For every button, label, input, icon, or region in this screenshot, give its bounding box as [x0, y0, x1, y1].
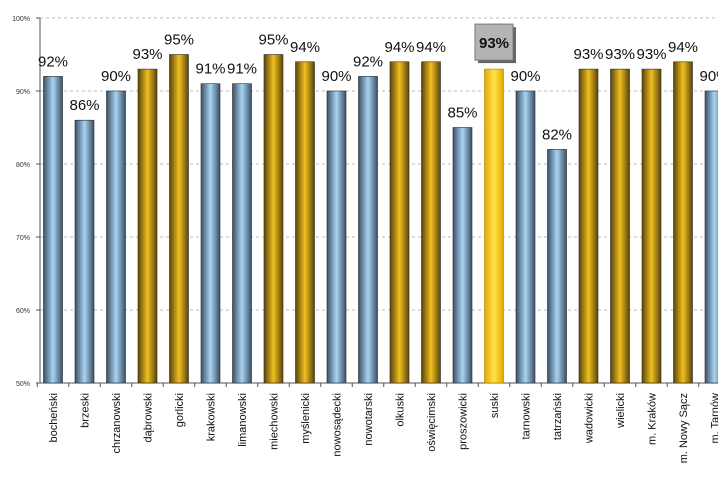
- data-label-12: 94%: [416, 39, 446, 56]
- category-label-14: suski: [489, 393, 501, 418]
- category-label-10: nowotarski: [363, 393, 375, 446]
- category-label-1: brzeski: [80, 393, 92, 428]
- category-label-8: myślenicki: [300, 393, 312, 444]
- category-label-5: krakowski: [206, 393, 218, 441]
- data-label-21: 90%: [699, 68, 718, 85]
- bar-5: [200, 83, 221, 384]
- category-label-20: m. Nowy Sącz: [678, 393, 690, 463]
- category-label-17: wadowicki: [584, 393, 596, 444]
- bar-2: [106, 90, 126, 384]
- bar-18: [610, 68, 630, 384]
- bar-8: [295, 61, 315, 384]
- y-tick-label: 80%: [16, 162, 30, 169]
- category-label-16: tatrzański: [552, 393, 564, 440]
- category-label-18: wielicki: [615, 393, 627, 429]
- category-label-12: oświęcimski: [426, 393, 438, 452]
- data-label-13: 85%: [447, 105, 477, 122]
- category-label-11: olkuski: [395, 393, 407, 427]
- bar-16: [547, 149, 567, 384]
- y-tick-label: 90%: [16, 89, 30, 96]
- highlight-label-box: [474, 23, 514, 61]
- data-label-7: 95%: [258, 32, 288, 49]
- data-label-2: 90%: [101, 68, 131, 85]
- bar-14: [484, 68, 504, 384]
- data-label-8: 94%: [290, 39, 320, 56]
- y-tick-label: 100%: [12, 16, 30, 23]
- category-label-4: gorlicki: [174, 393, 186, 427]
- gridlines: [40, 17, 718, 311]
- bar-12: [421, 61, 441, 384]
- category-label-13: proszowicki: [458, 393, 470, 450]
- bar-3: [137, 68, 158, 384]
- bar-7: [263, 54, 284, 384]
- y-tick-label: 70%: [16, 235, 30, 242]
- category-label-0: bocheński: [48, 393, 60, 443]
- data-label-5: 91%: [195, 61, 225, 78]
- bar-17: [578, 68, 599, 384]
- category-label-15: tarnowski: [521, 393, 533, 439]
- data-label-6: 91%: [227, 61, 257, 78]
- bar-4: [169, 54, 189, 384]
- bar-9: [326, 90, 347, 384]
- bar-1: [74, 119, 95, 384]
- bars: [43, 54, 718, 384]
- bar-0: [43, 76, 63, 384]
- data-label-14: 93%: [479, 35, 509, 52]
- category-label-21: m. Tarnów: [710, 393, 718, 444]
- bar-19: [641, 68, 662, 384]
- category-label-19: m. Kraków: [647, 393, 659, 445]
- data-label-4: 95%: [164, 32, 194, 49]
- data-label-0: 92%: [38, 53, 68, 70]
- category-label-9: nowosądecki: [332, 393, 344, 457]
- bar-11: [389, 61, 410, 384]
- bar-21: [704, 90, 718, 384]
- category-label-3: dąbrowski: [143, 393, 155, 443]
- bar-20: [673, 61, 693, 384]
- data-labels: 92%86%90%93%95%91% 91%95% 94%90%92%94% 94%8…: [38, 23, 718, 143]
- data-label-11: 94%: [384, 39, 414, 56]
- data-label-16: 82%: [542, 126, 572, 143]
- y-tick-label: 60%: [16, 308, 30, 315]
- data-label-3: 93%: [132, 46, 162, 63]
- data-label-17: 93%: [573, 46, 603, 63]
- bar-6: [232, 83, 252, 384]
- data-label-10: 92%: [353, 53, 383, 70]
- data-label-19: 93%: [636, 46, 666, 63]
- data-label-1: 86%: [69, 97, 99, 114]
- bar-15: [515, 90, 536, 384]
- data-label-15: 90%: [510, 68, 540, 85]
- category-labels: bocheński brzeski chrzanowski dąbrowski gorl…: [48, 393, 718, 463]
- data-label-18: 93%: [605, 46, 635, 63]
- data-label-9: 90%: [321, 68, 351, 85]
- category-label-2: chrzanowski: [111, 393, 123, 454]
- category-label-6: limanowski: [237, 393, 249, 447]
- bar-13: [452, 127, 473, 384]
- data-label-20: 94%: [668, 39, 698, 56]
- category-label-7: miechowski: [269, 393, 281, 450]
- bar-10: [358, 76, 378, 384]
- y-tick-label: 50%: [16, 381, 30, 388]
